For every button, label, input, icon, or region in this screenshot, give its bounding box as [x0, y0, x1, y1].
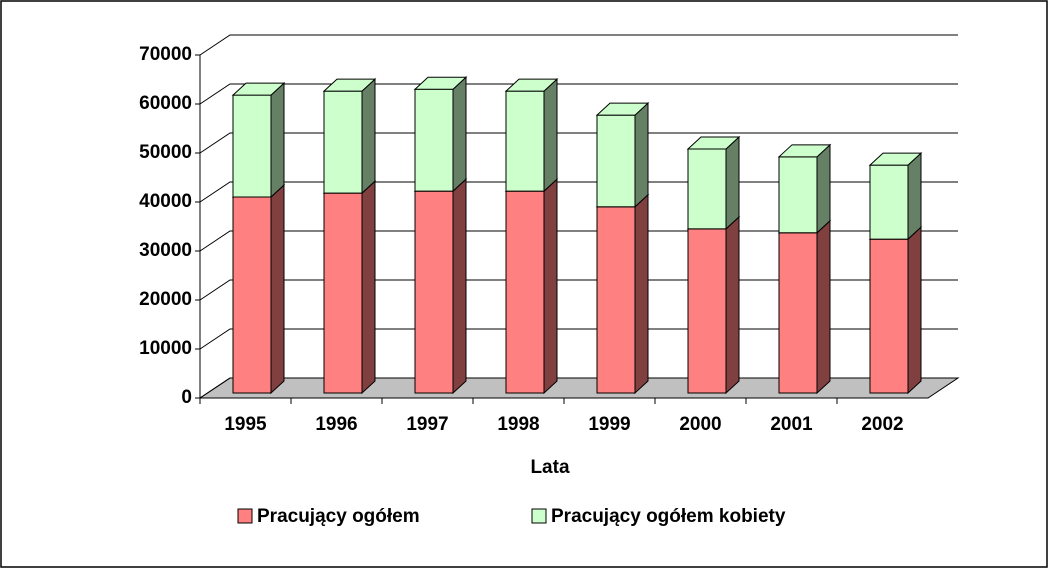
bar-top	[868, 152, 923, 166]
bar	[323, 90, 363, 194]
x-axis-label: Lata	[530, 457, 570, 478]
x-tick-label: 1998	[497, 414, 539, 435]
y-tick-label: 60000	[139, 93, 192, 114]
bar	[869, 238, 909, 394]
bar	[778, 156, 818, 234]
bar	[687, 228, 727, 394]
bar-side	[361, 78, 376, 195]
y-tick-label: 50000	[139, 142, 192, 163]
legend-label: Pracujący ogółem kobiety	[551, 506, 786, 527]
bar-top	[413, 76, 468, 90]
bar-side	[452, 177, 467, 395]
x-tick-label: 1995	[224, 414, 267, 435]
bar-side	[543, 78, 558, 193]
bar-side	[270, 183, 285, 395]
bar-side	[452, 76, 467, 193]
bar-side	[725, 215, 740, 395]
bar	[687, 148, 727, 230]
grid-line	[199, 132, 958, 154]
bar-top	[595, 102, 650, 116]
x-tick-label: 1999	[588, 414, 630, 435]
x-tick-label: 2002	[861, 414, 903, 435]
bar	[414, 190, 454, 394]
y-tick-label: 20000	[139, 289, 192, 310]
bar-side	[634, 102, 649, 208]
bar-side	[907, 152, 922, 241]
bar	[596, 114, 636, 208]
legend-swatch	[237, 508, 253, 524]
x-tick-label: 1996	[315, 414, 357, 435]
x-tick-label: 2001	[770, 414, 813, 435]
legend-swatch	[531, 508, 547, 524]
y-tick-label: 0	[181, 387, 192, 408]
bar-top	[231, 82, 286, 96]
y-tick-label: 10000	[139, 338, 192, 359]
bar	[869, 164, 909, 240]
y-tick-label: 40000	[139, 191, 192, 212]
grid-line	[199, 83, 958, 105]
bar-top	[777, 144, 832, 158]
bar	[505, 90, 545, 192]
grid-line	[199, 34, 958, 56]
bar	[414, 88, 454, 192]
bar-top	[322, 78, 377, 92]
bar	[232, 196, 272, 394]
bar	[778, 232, 818, 394]
bar	[232, 94, 272, 198]
bar-side	[816, 143, 831, 234]
bar-top	[504, 78, 559, 92]
bar-side	[543, 177, 558, 395]
bar-side	[270, 81, 285, 199]
y-tick-label: 70000	[139, 44, 192, 65]
bar-side	[816, 219, 831, 395]
bar	[323, 192, 363, 394]
bar-top	[686, 136, 741, 150]
bar	[596, 206, 636, 394]
legend-label: Pracujący ogółem	[257, 506, 420, 527]
bar-side	[725, 135, 740, 230]
floor	[198, 377, 960, 399]
bar-side	[634, 193, 649, 395]
x-tick-label: 1997	[406, 414, 448, 435]
bar	[505, 190, 545, 394]
y-tick-label: 30000	[139, 240, 192, 261]
bar-side	[361, 179, 376, 395]
x-tick-label: 2000	[679, 414, 721, 435]
bar-side	[907, 225, 922, 395]
